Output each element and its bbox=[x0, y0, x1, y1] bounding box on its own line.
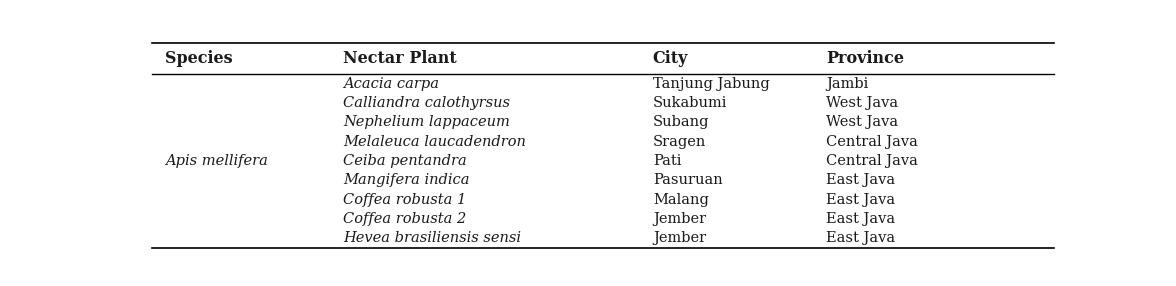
Text: East Java: East Java bbox=[826, 212, 895, 226]
Text: Acacia carpa: Acacia carpa bbox=[343, 77, 439, 91]
Text: Subang: Subang bbox=[653, 115, 709, 129]
Text: City: City bbox=[653, 50, 688, 67]
Text: Nephelium lappaceum: Nephelium lappaceum bbox=[343, 115, 510, 129]
Text: Calliandra calothyrsus: Calliandra calothyrsus bbox=[343, 96, 510, 110]
Text: West Java: West Java bbox=[826, 96, 898, 110]
Text: Jember: Jember bbox=[653, 212, 706, 226]
Text: Malang: Malang bbox=[653, 192, 709, 206]
Text: Sukabumi: Sukabumi bbox=[653, 96, 727, 110]
Text: Nectar Plant: Nectar Plant bbox=[343, 50, 456, 67]
Text: East Java: East Java bbox=[826, 231, 895, 245]
Text: Sragen: Sragen bbox=[653, 135, 707, 149]
Text: Tanjung Jabung: Tanjung Jabung bbox=[653, 77, 769, 91]
Text: West Java: West Java bbox=[826, 115, 898, 129]
Text: Central Java: Central Java bbox=[826, 154, 917, 168]
Text: Jember: Jember bbox=[653, 231, 706, 245]
Text: Coffea robusta 1: Coffea robusta 1 bbox=[343, 192, 466, 206]
Text: East Java: East Java bbox=[826, 173, 895, 187]
Text: Coffea robusta 2: Coffea robusta 2 bbox=[343, 212, 466, 226]
Text: Jambi: Jambi bbox=[826, 77, 868, 91]
Text: Central Java: Central Java bbox=[826, 135, 917, 149]
Text: East Java: East Java bbox=[826, 192, 895, 206]
Text: Species: Species bbox=[165, 50, 233, 67]
Text: Hevea brasiliensis sensi: Hevea brasiliensis sensi bbox=[343, 231, 521, 245]
Text: Mangifera indica: Mangifera indica bbox=[343, 173, 469, 187]
Text: Pasuruan: Pasuruan bbox=[653, 173, 722, 187]
Text: Apis mellifera: Apis mellifera bbox=[165, 154, 268, 168]
Text: Province: Province bbox=[826, 50, 904, 67]
Text: Pati: Pati bbox=[653, 154, 681, 168]
Text: Ceiba pentandra: Ceiba pentandra bbox=[343, 154, 467, 168]
Text: Melaleuca laucadendron: Melaleuca laucadendron bbox=[343, 135, 526, 149]
